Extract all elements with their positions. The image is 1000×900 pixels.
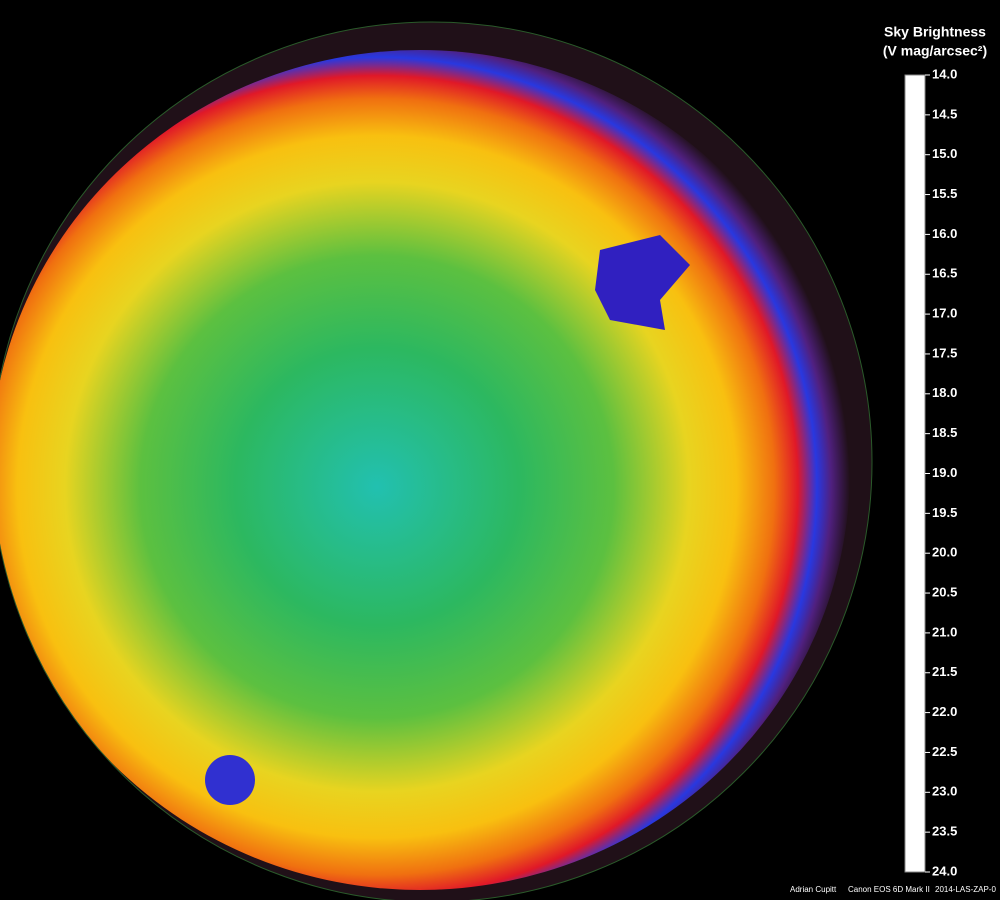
tick-label: 18.0 <box>932 385 957 400</box>
tick-label: 18.5 <box>932 425 957 440</box>
sky-map <box>0 22 872 900</box>
tick-label: 21.0 <box>932 624 957 639</box>
dark-patch <box>205 755 255 805</box>
colorbar-subtitle: (V mag/arcsec²) <box>883 43 987 59</box>
tick-label: 23.5 <box>932 824 957 839</box>
tick-label: 23.0 <box>932 784 957 799</box>
credit: 2014-LAS-ZAP-0 <box>935 885 996 894</box>
tick-label: 24.0 <box>932 863 957 878</box>
dark-patch <box>595 235 690 330</box>
tick-label: 17.0 <box>932 306 957 321</box>
tick-label: 17.5 <box>932 345 957 360</box>
tick-label: 22.5 <box>932 744 957 759</box>
credit: Canon EOS 6D Mark II <box>848 885 930 894</box>
tick-label: 19.0 <box>932 465 957 480</box>
tick-label: 16.0 <box>932 226 957 241</box>
credit: Adrian Cupitt <box>790 885 837 894</box>
tick-label: 19.5 <box>932 505 957 520</box>
tick-label: 20.0 <box>932 545 957 560</box>
tick-label: 22.0 <box>932 704 957 719</box>
tick-label: 14.5 <box>932 106 957 121</box>
tick-label: 14.0 <box>932 66 957 81</box>
tick-label: 16.5 <box>932 266 957 281</box>
tick-label: 15.0 <box>932 146 957 161</box>
dome-outline <box>0 21 873 900</box>
tick-label: 20.5 <box>932 584 957 599</box>
tick-label: 15.5 <box>932 186 957 201</box>
colorbar <box>904 74 926 873</box>
colorbar-title: Sky Brightness <box>884 24 986 40</box>
tick-label: 21.5 <box>932 664 957 679</box>
sky-brightness <box>0 50 850 890</box>
